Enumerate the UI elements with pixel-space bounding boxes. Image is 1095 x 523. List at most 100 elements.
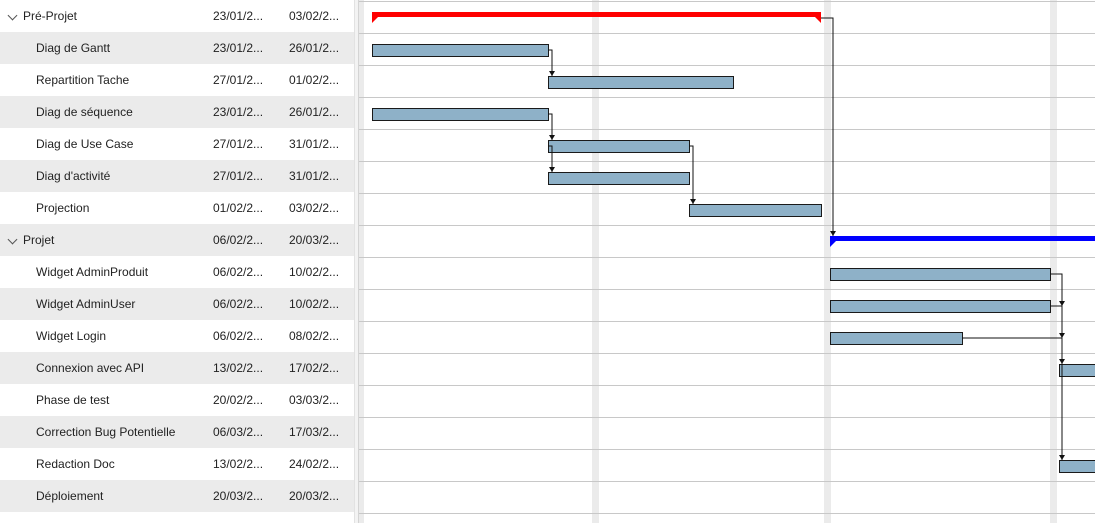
- task-start-date: 06/02/2...: [213, 233, 264, 247]
- task-start-date: 20/03/2...: [213, 489, 264, 503]
- task-name: Déploiement: [36, 489, 104, 503]
- task-name: Widget AdminUser: [36, 297, 136, 311]
- task-row[interactable]: Widget AdminUser 06/02/2... 10/02/2...: [0, 288, 354, 320]
- dependency-link: [689, 145, 694, 204]
- task-row[interactable]: Projection 01/02/2... 03/02/2...: [0, 192, 354, 224]
- task-row[interactable]: Correction Bug Potentielle 06/03/2... 17/0…: [0, 416, 354, 448]
- task-row[interactable]: Widget AdminProduit 06/02/2... 10/02/2...: [0, 256, 354, 288]
- dependency-arrowhead: [1059, 333, 1065, 338]
- task-start-date: 13/02/2...: [213, 361, 264, 375]
- task-end-date: 31/01/2...: [289, 169, 340, 183]
- task-start-date: 01/02/2...: [213, 201, 264, 215]
- task-name-cell: Projet: [0, 224, 205, 256]
- group-summary-bar[interactable]: [372, 12, 821, 17]
- task-grid: Pré-Projet 23/01/2... 03/02/2... Diag de Ga…: [0, 0, 354, 523]
- task-start-date: 06/02/2...: [213, 297, 264, 311]
- task-start-date: 27/01/2...: [213, 73, 264, 87]
- group-bar-left-tip: [830, 241, 836, 247]
- task-end-date: 10/02/2...: [289, 297, 340, 311]
- task-start-date: 23/01/2...: [213, 105, 264, 119]
- task-end-date: 17/02/2...: [289, 361, 340, 375]
- task-end-date: 10/02/2...: [289, 265, 340, 279]
- task-end-date: 26/01/2...: [289, 41, 340, 55]
- task-name: Diag d'activité: [36, 169, 111, 183]
- task-name-cell: Pré-Projet: [0, 0, 205, 32]
- weekend-column: [824, 0, 831, 523]
- task-bar[interactable]: [372, 44, 549, 57]
- task-name-cell: Diag de séquence: [0, 96, 205, 128]
- task-name: Phase de test: [36, 393, 110, 407]
- task-name: Widget AdminProduit: [36, 265, 149, 279]
- task-start-date: 13/02/2...: [213, 457, 264, 471]
- task-name: Correction Bug Potentielle: [36, 425, 176, 439]
- task-name-cell: Repartition Tache: [0, 64, 205, 96]
- task-name-cell: Widget AdminUser: [0, 288, 205, 320]
- dependency-arrowhead: [549, 167, 555, 172]
- task-row[interactable]: Redaction Doc 13/02/2... 24/02/2...: [0, 448, 354, 480]
- task-bar[interactable]: [372, 108, 549, 121]
- task-end-date: 17/03/2...: [289, 425, 340, 439]
- task-start-date: 06/03/2...: [213, 425, 264, 439]
- task-start-date: 06/02/2...: [213, 265, 264, 279]
- task-row[interactable]: Diag de Gantt 23/01/2... 26/01/2...: [0, 32, 354, 64]
- task-start-date: 23/01/2...: [213, 41, 264, 55]
- task-row[interactable]: Widget Login 06/02/2... 08/02/2...: [0, 320, 354, 352]
- task-bar[interactable]: [1059, 364, 1095, 377]
- task-row[interactable]: Connexion avec API 13/02/2... 17/02/2...: [0, 352, 354, 384]
- task-row[interactable]: Phase de test 20/02/2... 03/03/2...: [0, 384, 354, 416]
- task-end-date: 24/02/2...: [289, 457, 340, 471]
- task-row[interactable]: Déploiement 20/03/2... 20/03/2...: [0, 480, 354, 512]
- group-bar-right-tip: [815, 17, 821, 23]
- task-row[interactable]: Repartition Tache 27/01/2... 01/02/2...: [0, 64, 354, 96]
- dependency-arrowhead: [1059, 455, 1065, 460]
- task-start-date: 20/02/2...: [213, 393, 264, 407]
- task-name: Widget Login: [36, 329, 107, 343]
- task-name: Pré-Projet: [23, 9, 78, 23]
- task-end-date: 03/02/2...: [289, 201, 340, 215]
- dependency-arrowhead: [830, 231, 836, 236]
- task-end-date: 03/03/2...: [289, 393, 340, 407]
- task-row[interactable]: Diag d'activité 27/01/2... 31/01/2...: [0, 160, 354, 192]
- splitter-line: [358, 0, 359, 523]
- task-start-date: 06/02/2...: [213, 329, 264, 343]
- task-end-date: 03/02/2...: [289, 9, 340, 23]
- task-bar[interactable]: [830, 268, 1051, 281]
- task-bar[interactable]: [548, 140, 690, 153]
- gantt-chart: [359, 0, 1095, 523]
- task-name: Repartition Tache: [36, 73, 130, 87]
- task-name: Redaction Doc: [36, 457, 115, 471]
- task-row[interactable]: Diag de Use Case 27/01/2... 31/01/2...: [0, 128, 354, 160]
- task-bar[interactable]: [548, 172, 690, 185]
- task-start-date: 23/01/2...: [213, 9, 264, 23]
- group-summary-bar[interactable]: [830, 236, 1095, 241]
- task-name-cell: Diag d'activité: [0, 160, 205, 192]
- task-name-cell: Correction Bug Potentielle: [0, 416, 205, 448]
- weekend-column: [1050, 0, 1057, 523]
- task-bar[interactable]: [830, 300, 1051, 313]
- dependency-arrowhead: [1059, 301, 1065, 306]
- dependency-link: [548, 145, 553, 172]
- dependency-link: [548, 49, 553, 76]
- task-name-cell: Phase de test: [0, 384, 205, 416]
- task-row[interactable]: Projet 06/02/2... 20/03/2...: [0, 224, 354, 256]
- task-row[interactable]: Pré-Projet 23/01/2... 03/02/2...: [0, 0, 354, 32]
- task-name-cell: Diag de Gantt: [0, 32, 205, 64]
- weekend-column: [359, 0, 364, 523]
- task-name: Diag de Gantt: [36, 41, 111, 55]
- dependency-arrowhead: [1059, 359, 1065, 364]
- weekend-column: [592, 0, 599, 523]
- task-name: Diag de séquence: [36, 105, 133, 119]
- task-end-date: 31/01/2...: [289, 137, 340, 151]
- task-end-date: 26/01/2...: [289, 105, 340, 119]
- task-bar[interactable]: [689, 204, 822, 217]
- task-bar[interactable]: [1059, 460, 1095, 473]
- task-name: Projection: [36, 201, 90, 215]
- task-name-cell: Redaction Doc: [0, 448, 205, 480]
- task-bar[interactable]: [830, 332, 963, 345]
- dependency-link: [548, 113, 553, 140]
- task-name-cell: Projection: [0, 192, 205, 224]
- task-row[interactable]: Diag de séquence 23/01/2... 26/01/2...: [0, 96, 354, 128]
- task-end-date: 01/02/2...: [289, 73, 340, 87]
- splitter-handle[interactable]: [354, 0, 359, 523]
- task-bar[interactable]: [548, 76, 734, 89]
